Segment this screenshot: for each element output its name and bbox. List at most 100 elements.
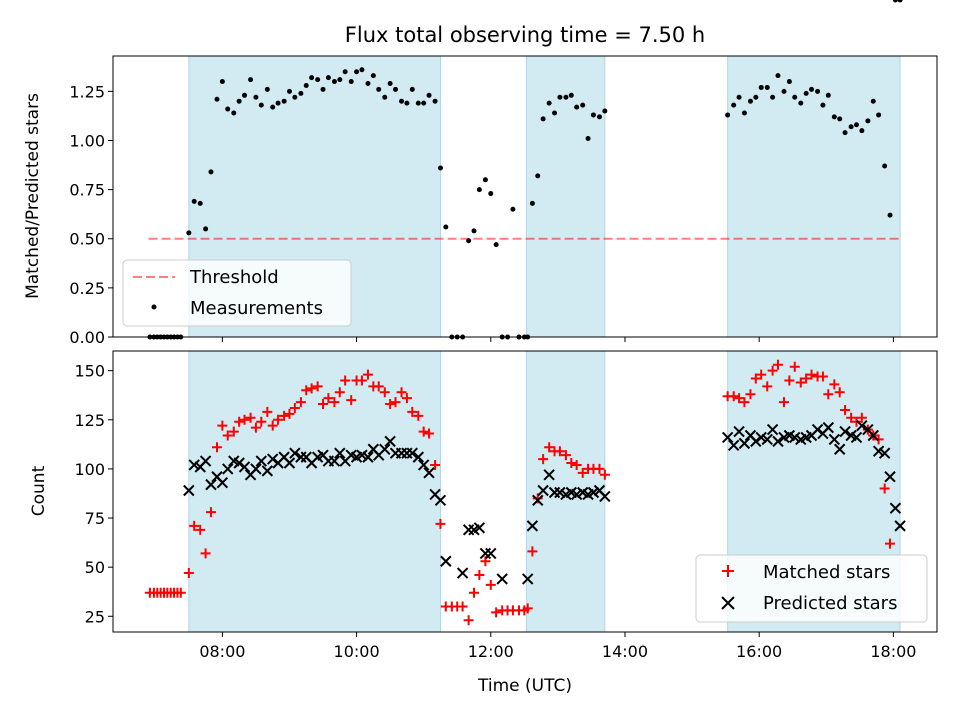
predicted-star-point bbox=[526, 520, 539, 532]
measurement-point bbox=[337, 77, 343, 83]
measurement-point bbox=[580, 102, 586, 108]
predicted-star-point bbox=[199, 455, 212, 467]
measurement-point bbox=[758, 84, 764, 90]
matched-star-point bbox=[577, 467, 588, 478]
measurement-point bbox=[409, 86, 415, 92]
matched-star-point bbox=[373, 381, 384, 392]
predicted-star-point bbox=[521, 573, 534, 585]
predicted-star-point bbox=[485, 547, 497, 560]
measurement-point bbox=[437, 165, 443, 171]
measurement-point bbox=[574, 104, 580, 110]
matched-star-point bbox=[284, 408, 295, 419]
bottom-y-tick-label: 125 bbox=[74, 411, 105, 430]
x-axis-label: Time (UTC) bbox=[477, 676, 572, 696]
matched-star-point bbox=[222, 430, 233, 441]
predicted-star-point bbox=[216, 476, 229, 489]
measurement-point bbox=[897, 0, 903, 3]
matched-star-point bbox=[795, 377, 806, 388]
predicted-star-point bbox=[878, 447, 891, 459]
top-y-tick-label: 0.00 bbox=[69, 328, 105, 347]
predicted-star-point bbox=[543, 469, 555, 481]
bottom-y-axis: 25 50 75 100 125 150 bbox=[74, 362, 113, 626]
measurement-point bbox=[887, 212, 893, 218]
matched-star-point bbox=[301, 385, 312, 396]
matched-star-point bbox=[239, 414, 250, 425]
matched-star-point bbox=[817, 371, 828, 382]
measurement-point bbox=[404, 100, 410, 106]
measurement-point bbox=[270, 104, 276, 110]
matched-star-point bbox=[379, 387, 390, 398]
measurement-point bbox=[602, 108, 608, 114]
top-frame bbox=[112, 55, 938, 338]
matched-star-point bbox=[228, 426, 239, 437]
matched-star-point bbox=[491, 607, 502, 618]
matched-star-point bbox=[789, 361, 800, 372]
bottom-legend-box bbox=[695, 554, 928, 623]
matched-star-point bbox=[273, 414, 284, 425]
bottom-y-axis-label: Count bbox=[29, 465, 49, 516]
measurement-point bbox=[342, 69, 348, 75]
bottom-y-tick-label: 25 bbox=[85, 607, 105, 626]
predicted-star-point bbox=[255, 455, 268, 467]
matched-star-point bbox=[554, 446, 565, 457]
matched-star-point bbox=[189, 520, 200, 531]
threshold-legend-label: Threshold bbox=[189, 267, 279, 288]
measurement-point bbox=[208, 169, 214, 175]
matched-star-point bbox=[734, 393, 745, 404]
predicted-star-point bbox=[434, 494, 447, 507]
measurement-point bbox=[376, 86, 382, 92]
measurement-point bbox=[325, 75, 331, 81]
bottom-y-tick-label: 150 bbox=[74, 362, 105, 381]
predicted-star-point bbox=[496, 573, 508, 585]
matched-star-point bbox=[527, 546, 538, 557]
matched-star-point bbox=[250, 422, 261, 433]
matched-star-point bbox=[396, 387, 407, 398]
measurement-point bbox=[466, 238, 472, 244]
measurement-point bbox=[848, 124, 854, 130]
measurement-point bbox=[870, 98, 876, 104]
measurement-point bbox=[876, 112, 882, 118]
predicted-star-point bbox=[894, 520, 906, 532]
measurement-point bbox=[815, 88, 821, 94]
measurement-point bbox=[792, 94, 798, 100]
predicted-star-point bbox=[850, 431, 863, 444]
measurement-point bbox=[540, 116, 546, 122]
matched-star-point bbox=[183, 568, 194, 579]
measurement-point bbox=[399, 98, 405, 104]
matched-star-point bbox=[234, 416, 245, 427]
measurement-point bbox=[736, 94, 742, 100]
matched-star-point bbox=[469, 587, 480, 598]
measurement-point bbox=[219, 79, 225, 85]
predicted-star-point bbox=[766, 423, 779, 436]
predicted-star-point bbox=[440, 555, 452, 567]
matched-star-point bbox=[200, 548, 211, 559]
matched-legend-label: Matched stars bbox=[763, 562, 890, 583]
matched-star-point bbox=[175, 587, 186, 598]
measurement-point bbox=[236, 98, 242, 104]
measurement-point bbox=[415, 100, 421, 106]
measurement-point bbox=[315, 77, 321, 83]
x-tick-label: 18:00 bbox=[870, 642, 916, 661]
bottom-legend: Matched stars Predicted stars bbox=[695, 554, 928, 623]
bottom-frame bbox=[112, 350, 938, 633]
measurement-point bbox=[557, 94, 563, 100]
matched-star-point bbox=[779, 397, 790, 408]
top-legend: Threshold Measurements bbox=[122, 259, 352, 327]
bottom-x-axis: 08:00 10:00 12:00 14:00 16:00 18:00 bbox=[199, 632, 916, 661]
matched-star-point bbox=[594, 463, 605, 474]
matched-star-point bbox=[385, 399, 396, 410]
measurement-point bbox=[421, 100, 427, 106]
matched-star-point bbox=[566, 458, 577, 469]
predicted-star-point bbox=[833, 443, 846, 455]
matched-star-point bbox=[401, 393, 412, 404]
x-tick-label: 12:00 bbox=[468, 642, 514, 661]
measurement-point bbox=[242, 92, 248, 98]
measurement-point bbox=[781, 88, 787, 94]
matched-star-point bbox=[289, 402, 300, 413]
matched-star-point bbox=[435, 518, 446, 529]
matched-star-point bbox=[323, 393, 334, 404]
measurement-point bbox=[882, 163, 888, 169]
predicted-star-point bbox=[205, 478, 217, 491]
matched-star-point bbox=[560, 450, 571, 461]
